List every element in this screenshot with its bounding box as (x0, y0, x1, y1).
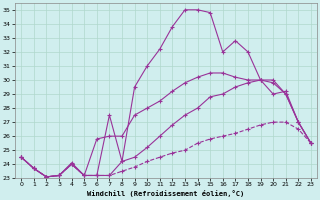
X-axis label: Windchill (Refroidissement éolien,°C): Windchill (Refroidissement éolien,°C) (87, 190, 245, 197)
